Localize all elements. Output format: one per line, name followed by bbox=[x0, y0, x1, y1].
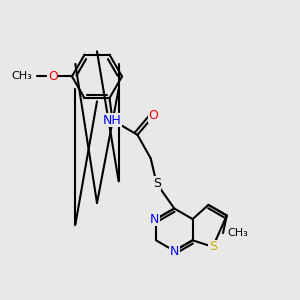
Text: S: S bbox=[209, 240, 217, 253]
Text: NH: NH bbox=[103, 114, 122, 127]
Text: O: O bbox=[149, 109, 159, 122]
Text: N: N bbox=[150, 213, 159, 226]
Text: CH₃: CH₃ bbox=[11, 71, 32, 81]
Text: N: N bbox=[169, 245, 179, 258]
Text: S: S bbox=[153, 177, 160, 190]
Text: O: O bbox=[48, 70, 58, 83]
Text: CH₃: CH₃ bbox=[227, 228, 248, 238]
